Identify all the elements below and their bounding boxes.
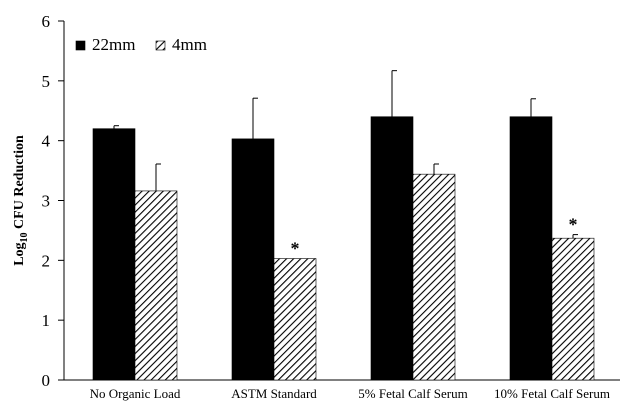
y-axis-title-suffix: CFU Reduction: [12, 135, 27, 232]
y-tick-label: 3: [42, 192, 51, 211]
y-tick-label: 5: [42, 72, 51, 91]
y-axis-title: Log10 CFU Reduction: [12, 135, 30, 266]
significance-marker: *: [291, 239, 300, 259]
bar-4mm-1: [273, 258, 317, 381]
legend-swatch-4mm: [155, 40, 166, 51]
bar-4mm-3: [551, 237, 595, 381]
y-tick-label: 1: [42, 311, 51, 330]
y-tick-label: 0: [42, 371, 51, 390]
bar-4mm-0: [134, 190, 178, 381]
bar-22mm-2: [370, 116, 414, 381]
bar-22mm-0: [92, 128, 136, 381]
y-axis-title-prefix: Log: [12, 242, 27, 265]
y-tick-label: 4: [42, 132, 51, 151]
legend-label-4mm: 4mm: [172, 35, 207, 54]
y-axis-title-subscript: 10: [19, 232, 30, 242]
y-tick-label: 2: [42, 251, 51, 270]
x-tick-label: 5% Fetal Calf Serum: [358, 386, 467, 401]
y-tick-label: 6: [42, 12, 51, 31]
significance-marker: *: [569, 215, 578, 235]
bars: [92, 70, 595, 381]
bar-4mm-2: [412, 173, 456, 381]
legend-label-22mm: 22mm: [92, 35, 135, 54]
bar-22mm-3: [509, 116, 553, 381]
x-tick-label: 10% Fetal Calf Serum: [494, 386, 610, 401]
labels: 0 1 2 3 4 5 6 Log10 CFU Reduction No Organic Loa…: [12, 12, 610, 401]
bar-22mm-1: [231, 138, 275, 381]
x-tick-label: ASTM Standard: [231, 386, 317, 401]
legend-swatch-22mm: [75, 40, 86, 51]
legend: 22mm 4mm: [75, 35, 207, 54]
x-tick-label: No Organic Load: [90, 386, 181, 401]
